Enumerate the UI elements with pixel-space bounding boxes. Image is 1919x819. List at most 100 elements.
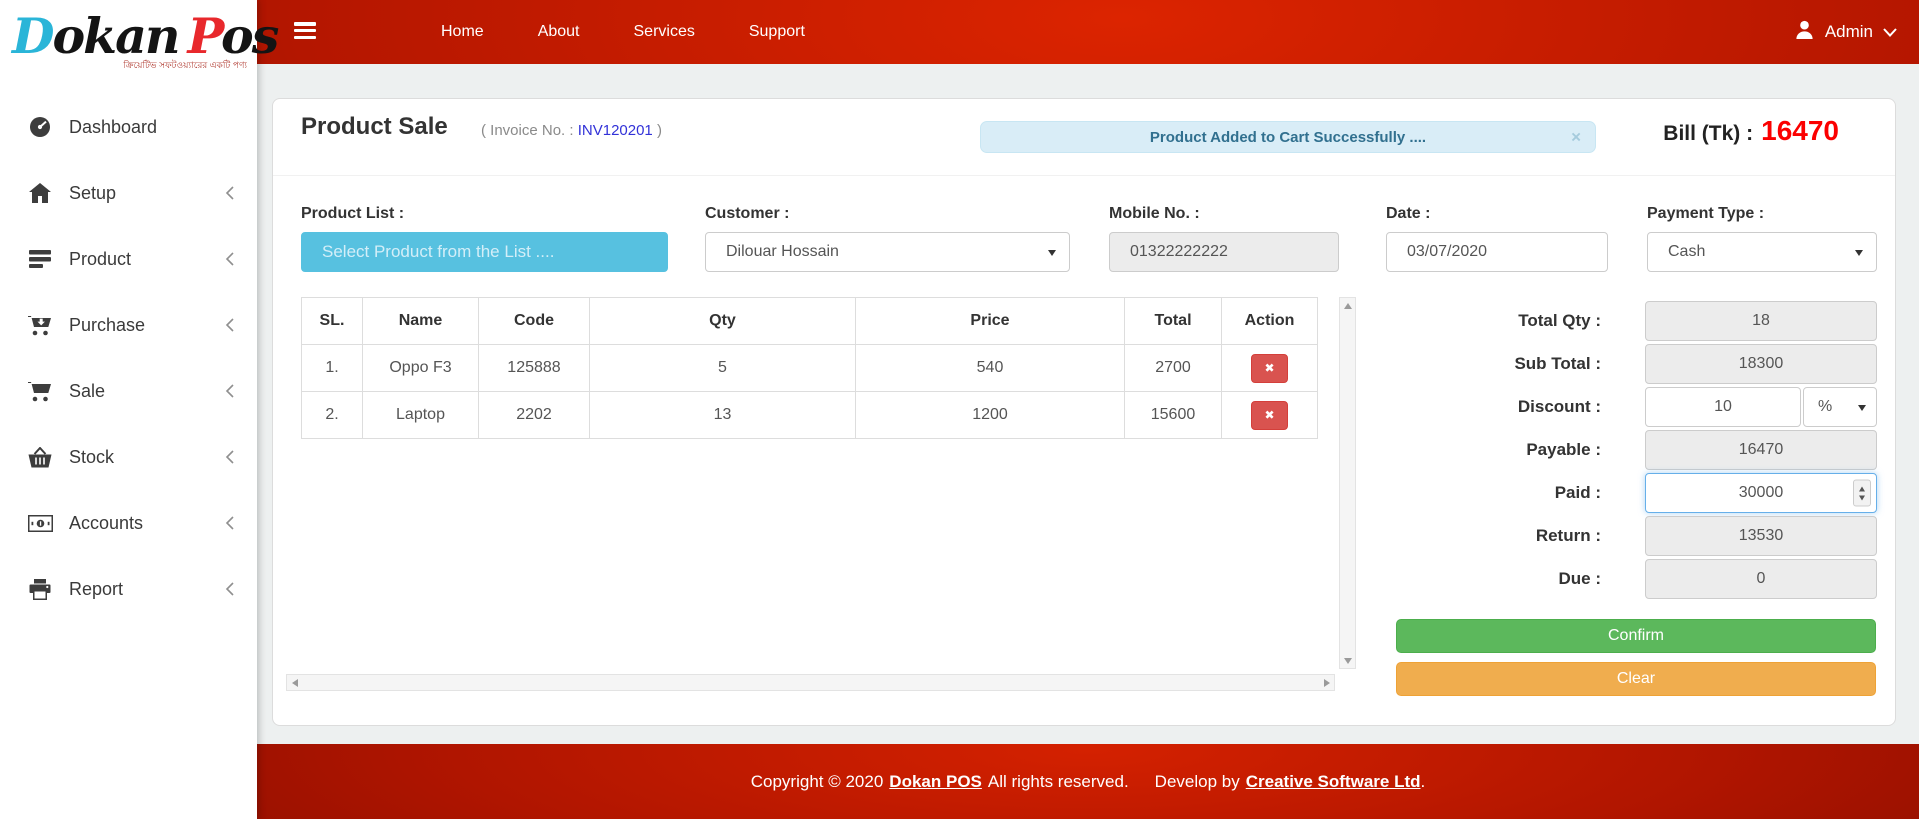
customer-field: Customer : Dilouar Hossain <box>705 205 1070 272</box>
logo-os: os <box>221 7 279 65</box>
total-qty-field: 18 <box>1645 301 1877 341</box>
discount-value: 10 <box>1714 398 1732 415</box>
paid-input[interactable]: 30000 <box>1645 473 1877 513</box>
cell-sl: 1. <box>301 344 363 392</box>
col-header-action: Action <box>1221 297 1318 345</box>
sidebar-item-dashboard[interactable]: Dashboard <box>0 94 257 160</box>
page-title: Product Sale <box>301 113 448 140</box>
confirm-button[interactable]: Confirm <box>1396 619 1876 653</box>
total-qty-value: 18 <box>1752 312 1770 329</box>
bill-total: Bill (Tk) : 16470 <box>1663 115 1839 147</box>
cart-arrow-down-icon <box>26 314 54 336</box>
nav-link-support[interactable]: Support <box>748 23 805 40</box>
col-header-total: Total <box>1124 297 1222 345</box>
basket-icon <box>26 446 54 468</box>
logo-tagline: ক্রিয়েটিভ সফটওয়্যারের একটি পণ্য <box>123 60 247 70</box>
printer-icon <box>26 578 54 600</box>
delete-row-button[interactable]: ✖ <box>1251 353 1288 383</box>
return-label: Return : <box>1535 526 1601 545</box>
sidebar-item-label: Product <box>69 248 132 269</box>
scroll-down-icon[interactable] <box>1340 653 1355 668</box>
user-name: Admin <box>1824 22 1873 41</box>
sidebar-item-label: Dashboard <box>69 116 158 137</box>
customer-label: Customer : <box>705 205 790 222</box>
cell-name: Oppo F3 <box>362 344 479 392</box>
table-horizontal-scrollbar[interactable] <box>286 674 1335 691</box>
scroll-left-icon[interactable] <box>287 675 302 690</box>
sidebar-item-accounts[interactable]: Accounts <box>0 490 257 556</box>
caret-down-icon <box>1048 250 1056 256</box>
sidebar-item-report[interactable]: Report <box>0 556 257 622</box>
customer-selected-value: Dilouar Hossain <box>726 243 839 260</box>
cell-sl: 2. <box>301 391 363 439</box>
payable-value: 16470 <box>1738 441 1784 458</box>
cart-table: SL. Name Code Qty Price Total Action 1. … <box>301 297 1318 439</box>
success-alert: Product Added to Cart Successfully .... … <box>980 121 1596 153</box>
sidebar-item-label: Accounts <box>69 512 144 533</box>
footer-brand-link[interactable]: Dokan POS <box>889 771 982 791</box>
developer-link[interactable]: Creative Software Ltd <box>1245 771 1421 791</box>
due-value: 0 <box>1756 570 1766 587</box>
date-input[interactable]: 03/07/2020 <box>1386 232 1608 272</box>
user-menu[interactable]: Admin <box>1794 0 1897 64</box>
sidebar-item-label: Purchase <box>69 314 146 335</box>
sub-total-field: 18300 <box>1645 344 1877 384</box>
mobile-value: 01322222222 <box>1130 243 1228 260</box>
scroll-up-icon[interactable] <box>1340 298 1355 313</box>
sidebar-item-label: Sale <box>69 380 106 401</box>
delete-row-button[interactable]: ✖ <box>1251 400 1288 430</box>
discount-unit-select[interactable]: % <box>1803 387 1877 427</box>
product-list-label: Product List : <box>301 205 405 222</box>
cell-code: 2202 <box>478 391 590 439</box>
col-header-price: Price <box>855 297 1125 345</box>
number-spinner[interactable] <box>1853 479 1871 507</box>
cart-icon <box>26 380 54 402</box>
caret-down-icon <box>1855 250 1863 256</box>
footer-period: . <box>1420 771 1426 791</box>
table-vertical-scrollbar[interactable] <box>1339 297 1356 669</box>
copyright-text: Copyright © 2020 <box>750 771 884 791</box>
return-field: 13530 <box>1645 516 1877 556</box>
product-search-placeholder: Select Product from the List .... <box>322 242 555 261</box>
logo-okan: okan <box>52 7 181 65</box>
sidebar-item-stock[interactable]: Stock <box>0 424 257 490</box>
nav-link-home[interactable]: Home <box>441 23 484 40</box>
sidebar-item-purchase[interactable]: Purchase <box>0 292 257 358</box>
nav-link-services[interactable]: Services <box>633 23 695 40</box>
sidebar-item-product[interactable]: Product <box>0 226 257 292</box>
scroll-right-icon[interactable] <box>1319 675 1334 690</box>
logo-letter-d: D <box>12 7 54 65</box>
clear-button[interactable]: Clear <box>1396 662 1876 696</box>
sidebar-item-label: Report <box>69 578 124 599</box>
payment-type-select[interactable]: Cash <box>1647 232 1877 272</box>
invoice-no-value: INV120201 <box>577 122 653 139</box>
rights-text: All rights reserved. <box>987 771 1129 791</box>
payment-type-value: Cash <box>1668 243 1706 260</box>
invoice-suffix: ) <box>656 122 662 139</box>
chevron-left-icon <box>225 582 234 596</box>
payable-field: 16470 <box>1645 430 1877 470</box>
close-icon[interactable]: × <box>1571 127 1581 147</box>
home-icon <box>26 183 54 203</box>
sidebar-item-setup[interactable]: Setup <box>0 160 257 226</box>
sidebar-item-sale[interactable]: Sale <box>0 358 257 424</box>
customer-select[interactable]: Dilouar Hossain <box>705 232 1070 272</box>
due-field: 0 <box>1645 559 1877 599</box>
product-search-input[interactable]: Select Product from the List .... <box>301 232 668 272</box>
date-label: Date : <box>1386 205 1431 222</box>
footer: Copyright © 2020 Dokan POS All rights re… <box>257 744 1919 819</box>
chevron-left-icon <box>225 186 234 200</box>
due-label: Due : <box>1558 569 1602 588</box>
discount-input[interactable]: 10 <box>1645 387 1801 427</box>
table-row: 2. Laptop 2202 13 1200 15600 ✖ <box>301 391 1318 439</box>
hamburger-menu-icon[interactable] <box>294 22 316 43</box>
product-list-field: Product List : Select Product from the L… <box>301 205 668 272</box>
chevron-left-icon <box>225 516 234 530</box>
mobile-field: Mobile No. : 01322222222 <box>1109 205 1339 272</box>
discount-label: Discount : <box>1517 397 1601 416</box>
chevron-left-icon <box>225 252 234 266</box>
logo-letter-p: P <box>187 7 224 65</box>
nav-link-about[interactable]: About <box>537 23 580 40</box>
payment-type-label: Payment Type : <box>1647 205 1765 222</box>
